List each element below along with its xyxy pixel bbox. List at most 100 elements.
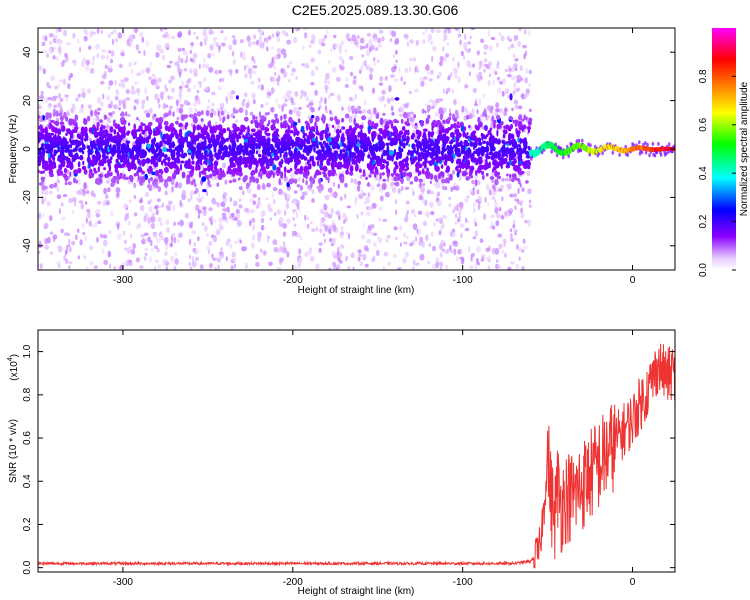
heatmap-cell — [262, 138, 265, 144]
heatmap-cell — [284, 123, 289, 127]
heatmap-cell — [122, 204, 128, 209]
heatmap-cell — [390, 97, 395, 102]
heatmap-cell — [88, 157, 90, 165]
heatmap-cell — [327, 157, 333, 162]
heatmap-cell — [309, 255, 315, 262]
heatmap-cell — [72, 148, 76, 153]
heatmap-cell — [217, 110, 220, 117]
heatmap-cell — [44, 132, 48, 139]
heatmap-cell — [369, 73, 373, 81]
heatmap-cell — [492, 160, 497, 166]
heatmap-cell — [107, 138, 110, 143]
heatmap-cell — [175, 181, 179, 188]
heatmap-cell — [376, 249, 380, 257]
heatmap-cell — [339, 141, 342, 148]
heatmap-cell — [427, 260, 431, 265]
heatmap-cell — [336, 124, 341, 130]
heatmap-cell — [220, 155, 225, 161]
heatmap-cell — [399, 106, 402, 113]
heatmap-cell — [93, 131, 99, 138]
heatmap-cell — [189, 190, 194, 197]
heatmap-cell — [101, 73, 107, 80]
heatmap-cell — [98, 160, 103, 167]
heatmap-cell — [249, 198, 254, 202]
heatmap-cell — [49, 122, 53, 129]
heatmap-cell — [488, 151, 494, 156]
heatmap-cell — [237, 177, 241, 181]
heatmap-cell — [93, 193, 96, 198]
heatmap-cell — [287, 125, 291, 132]
heatmap-cell — [164, 84, 167, 90]
heatmap-cell — [208, 216, 214, 221]
heatmap-cell — [415, 163, 418, 168]
heatmap-cell — [66, 232, 70, 237]
heatmap-cell — [417, 230, 420, 238]
heatmap-cell — [202, 130, 208, 135]
heatmap-cell — [124, 176, 129, 180]
heatmap-cell — [178, 92, 183, 99]
heatmap-cell — [249, 73, 252, 80]
heatmap-cell — [435, 29, 441, 33]
heatmap-cell — [228, 69, 233, 73]
heatmap-cell — [509, 93, 513, 101]
heatmap-cell — [130, 68, 134, 75]
heatmap-cell — [429, 201, 434, 208]
heatmap-cell — [320, 41, 324, 46]
heatmap-cell — [441, 222, 445, 228]
heatmap-cell — [283, 113, 287, 120]
heatmap-cell — [38, 65, 42, 72]
heatmap-cell — [235, 95, 239, 100]
heatmap-cell — [40, 154, 45, 161]
heatmap-cell — [219, 102, 225, 109]
heatmap-cell — [338, 44, 343, 52]
heatmap-cell — [426, 150, 429, 157]
heatmap-cell — [209, 267, 212, 270]
heatmap-cell — [293, 37, 298, 44]
heatmap-cell — [79, 154, 84, 161]
heatmap-cell — [166, 168, 169, 173]
heatmap-cell — [439, 55, 444, 63]
heatmap-cell — [337, 183, 340, 189]
heatmap-cell — [528, 69, 532, 75]
heatmap-cell — [102, 156, 107, 162]
heatmap-cell — [65, 147, 68, 153]
heatmap-cell — [185, 212, 189, 219]
heatmap-cell — [360, 139, 364, 147]
heatmap-cell — [173, 221, 176, 226]
heatmap-cell — [101, 248, 105, 255]
heatmap-cell — [144, 247, 149, 251]
heatmap-cell — [100, 54, 106, 60]
heatmap-cell — [197, 97, 201, 104]
heatmap-cell — [510, 233, 513, 239]
heatmap-cell — [152, 157, 157, 162]
heatmap-cell — [465, 146, 468, 151]
heatmap-cell — [496, 138, 501, 145]
heatmap-cell — [372, 37, 377, 43]
heatmap-cell — [367, 192, 371, 198]
heatmap-cell — [271, 137, 275, 142]
heatmap-cell — [400, 118, 404, 124]
heatmap-cell — [364, 99, 366, 106]
heatmap-cell — [397, 151, 403, 159]
heatmap-cell — [331, 112, 334, 117]
heatmap-cell — [587, 142, 590, 147]
heatmap-cell — [482, 93, 486, 99]
heatmap-cell — [167, 95, 170, 100]
heatmap-cell — [272, 164, 277, 171]
heatmap-cell — [427, 130, 431, 139]
heatmap-cell — [426, 63, 430, 69]
heatmap-cell — [341, 58, 345, 65]
heatmap-cell — [258, 153, 262, 158]
heatmap-cell — [413, 146, 416, 154]
heatmap-cell — [169, 242, 174, 248]
heatmap-cell — [345, 113, 350, 119]
heatmap-cell — [130, 234, 133, 239]
heatmap-cell — [170, 75, 175, 81]
heatmap-cell — [305, 170, 309, 176]
heatmap-cell — [442, 119, 446, 125]
heatmap-cell — [238, 171, 243, 177]
heatmap-cell — [65, 258, 68, 264]
heatmap-cell — [382, 112, 386, 116]
heatmap-cell — [316, 132, 321, 136]
heatmap-cell — [274, 72, 277, 76]
